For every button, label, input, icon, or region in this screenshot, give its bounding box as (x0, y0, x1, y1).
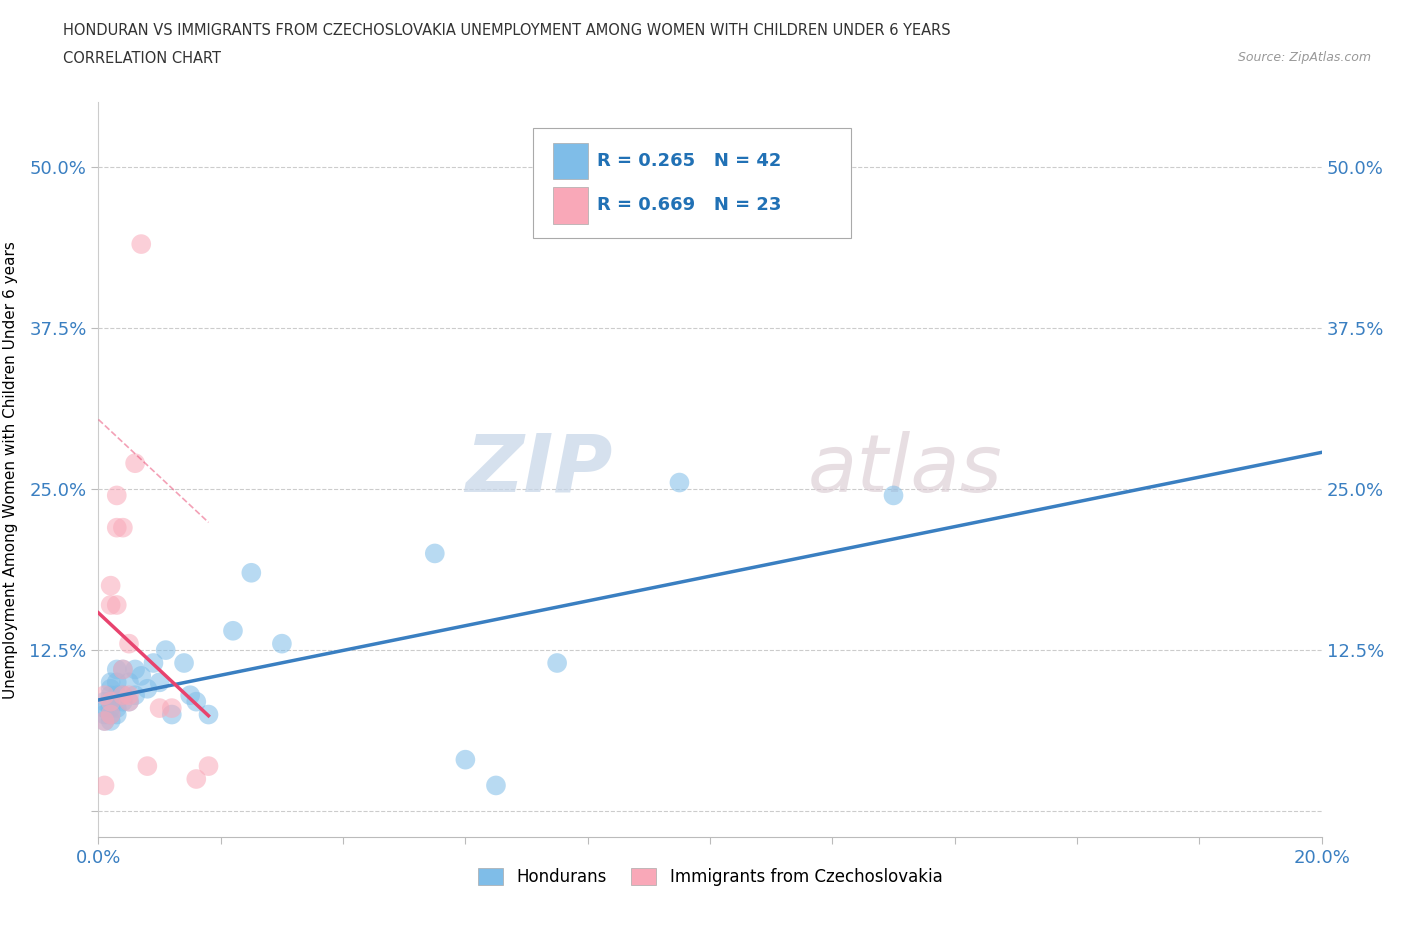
Point (105, 707, 128, 722)
Point (105, 488, 128, 503)
Point (136, 682, 159, 697)
Y-axis label: Unemployment Among Women with Children Under 6 years: Unemployment Among Women with Children U… (3, 241, 18, 698)
Point (111, 688, 134, 703)
Point (197, 707, 219, 722)
Bar (554, 142, 588, 179)
Point (93, 694, 115, 709)
Bar (554, 187, 588, 223)
Point (93, 700, 115, 715)
Point (93, 713, 115, 728)
Point (546, 656, 568, 671)
Text: HONDURAN VS IMMIGRANTS FROM CZECHOSLOVAKIA UNEMPLOYMENT AMONG WOMEN WITH CHILDRE: HONDURAN VS IMMIGRANTS FROM CZECHOSLOVAK… (63, 23, 950, 38)
Point (100, 694, 122, 709)
Point (883, 488, 905, 503)
Point (270, 636, 292, 651)
Text: ZIP: ZIP (465, 431, 612, 509)
Point (100, 598, 122, 613)
Point (105, 662, 128, 677)
Legend: Hondurans, Immigrants from Czechoslovakia: Hondurans, Immigrants from Czechoslovaki… (470, 860, 950, 895)
Text: CORRELATION CHART: CORRELATION CHART (63, 51, 221, 66)
Point (240, 565, 263, 580)
Text: R = 0.265   N = 42: R = 0.265 N = 42 (598, 153, 782, 170)
Point (149, 700, 172, 715)
Point (186, 694, 208, 709)
Point (105, 675, 128, 690)
Point (100, 675, 122, 690)
Point (111, 688, 134, 703)
Point (222, 623, 245, 638)
Point (100, 713, 122, 728)
Point (129, 669, 152, 684)
Point (186, 772, 208, 787)
Point (105, 700, 128, 715)
Point (105, 520, 128, 535)
Point (100, 688, 122, 703)
Point (118, 694, 141, 709)
Point (454, 752, 477, 767)
Point (668, 475, 690, 490)
Point (105, 688, 128, 703)
Point (129, 236, 152, 251)
Point (93, 713, 115, 728)
Point (100, 694, 122, 709)
Point (149, 675, 172, 690)
Point (93, 688, 115, 703)
Point (124, 688, 146, 703)
Point (100, 578, 122, 593)
Text: atlas: atlas (808, 431, 1002, 509)
Point (100, 700, 122, 715)
Point (100, 682, 122, 697)
Point (93, 778, 115, 793)
Point (118, 636, 141, 651)
Point (485, 778, 508, 793)
Point (100, 707, 122, 722)
Point (118, 688, 141, 703)
Point (197, 759, 219, 774)
Point (111, 662, 134, 677)
Point (179, 688, 201, 703)
Point (93, 707, 115, 722)
Point (124, 662, 146, 677)
FancyBboxPatch shape (533, 128, 851, 238)
Point (111, 520, 134, 535)
Point (118, 694, 141, 709)
Text: Source: ZipAtlas.com: Source: ZipAtlas.com (1237, 51, 1371, 64)
Point (124, 456, 146, 471)
Text: R = 0.669   N = 23: R = 0.669 N = 23 (598, 196, 782, 214)
Point (100, 707, 122, 722)
Point (111, 662, 134, 677)
Point (105, 598, 128, 613)
Point (136, 759, 159, 774)
Point (160, 700, 183, 715)
Point (111, 694, 134, 709)
Point (173, 656, 195, 671)
Point (118, 675, 141, 690)
Point (423, 546, 446, 561)
Point (160, 707, 183, 722)
Point (155, 643, 177, 658)
Point (142, 656, 165, 671)
